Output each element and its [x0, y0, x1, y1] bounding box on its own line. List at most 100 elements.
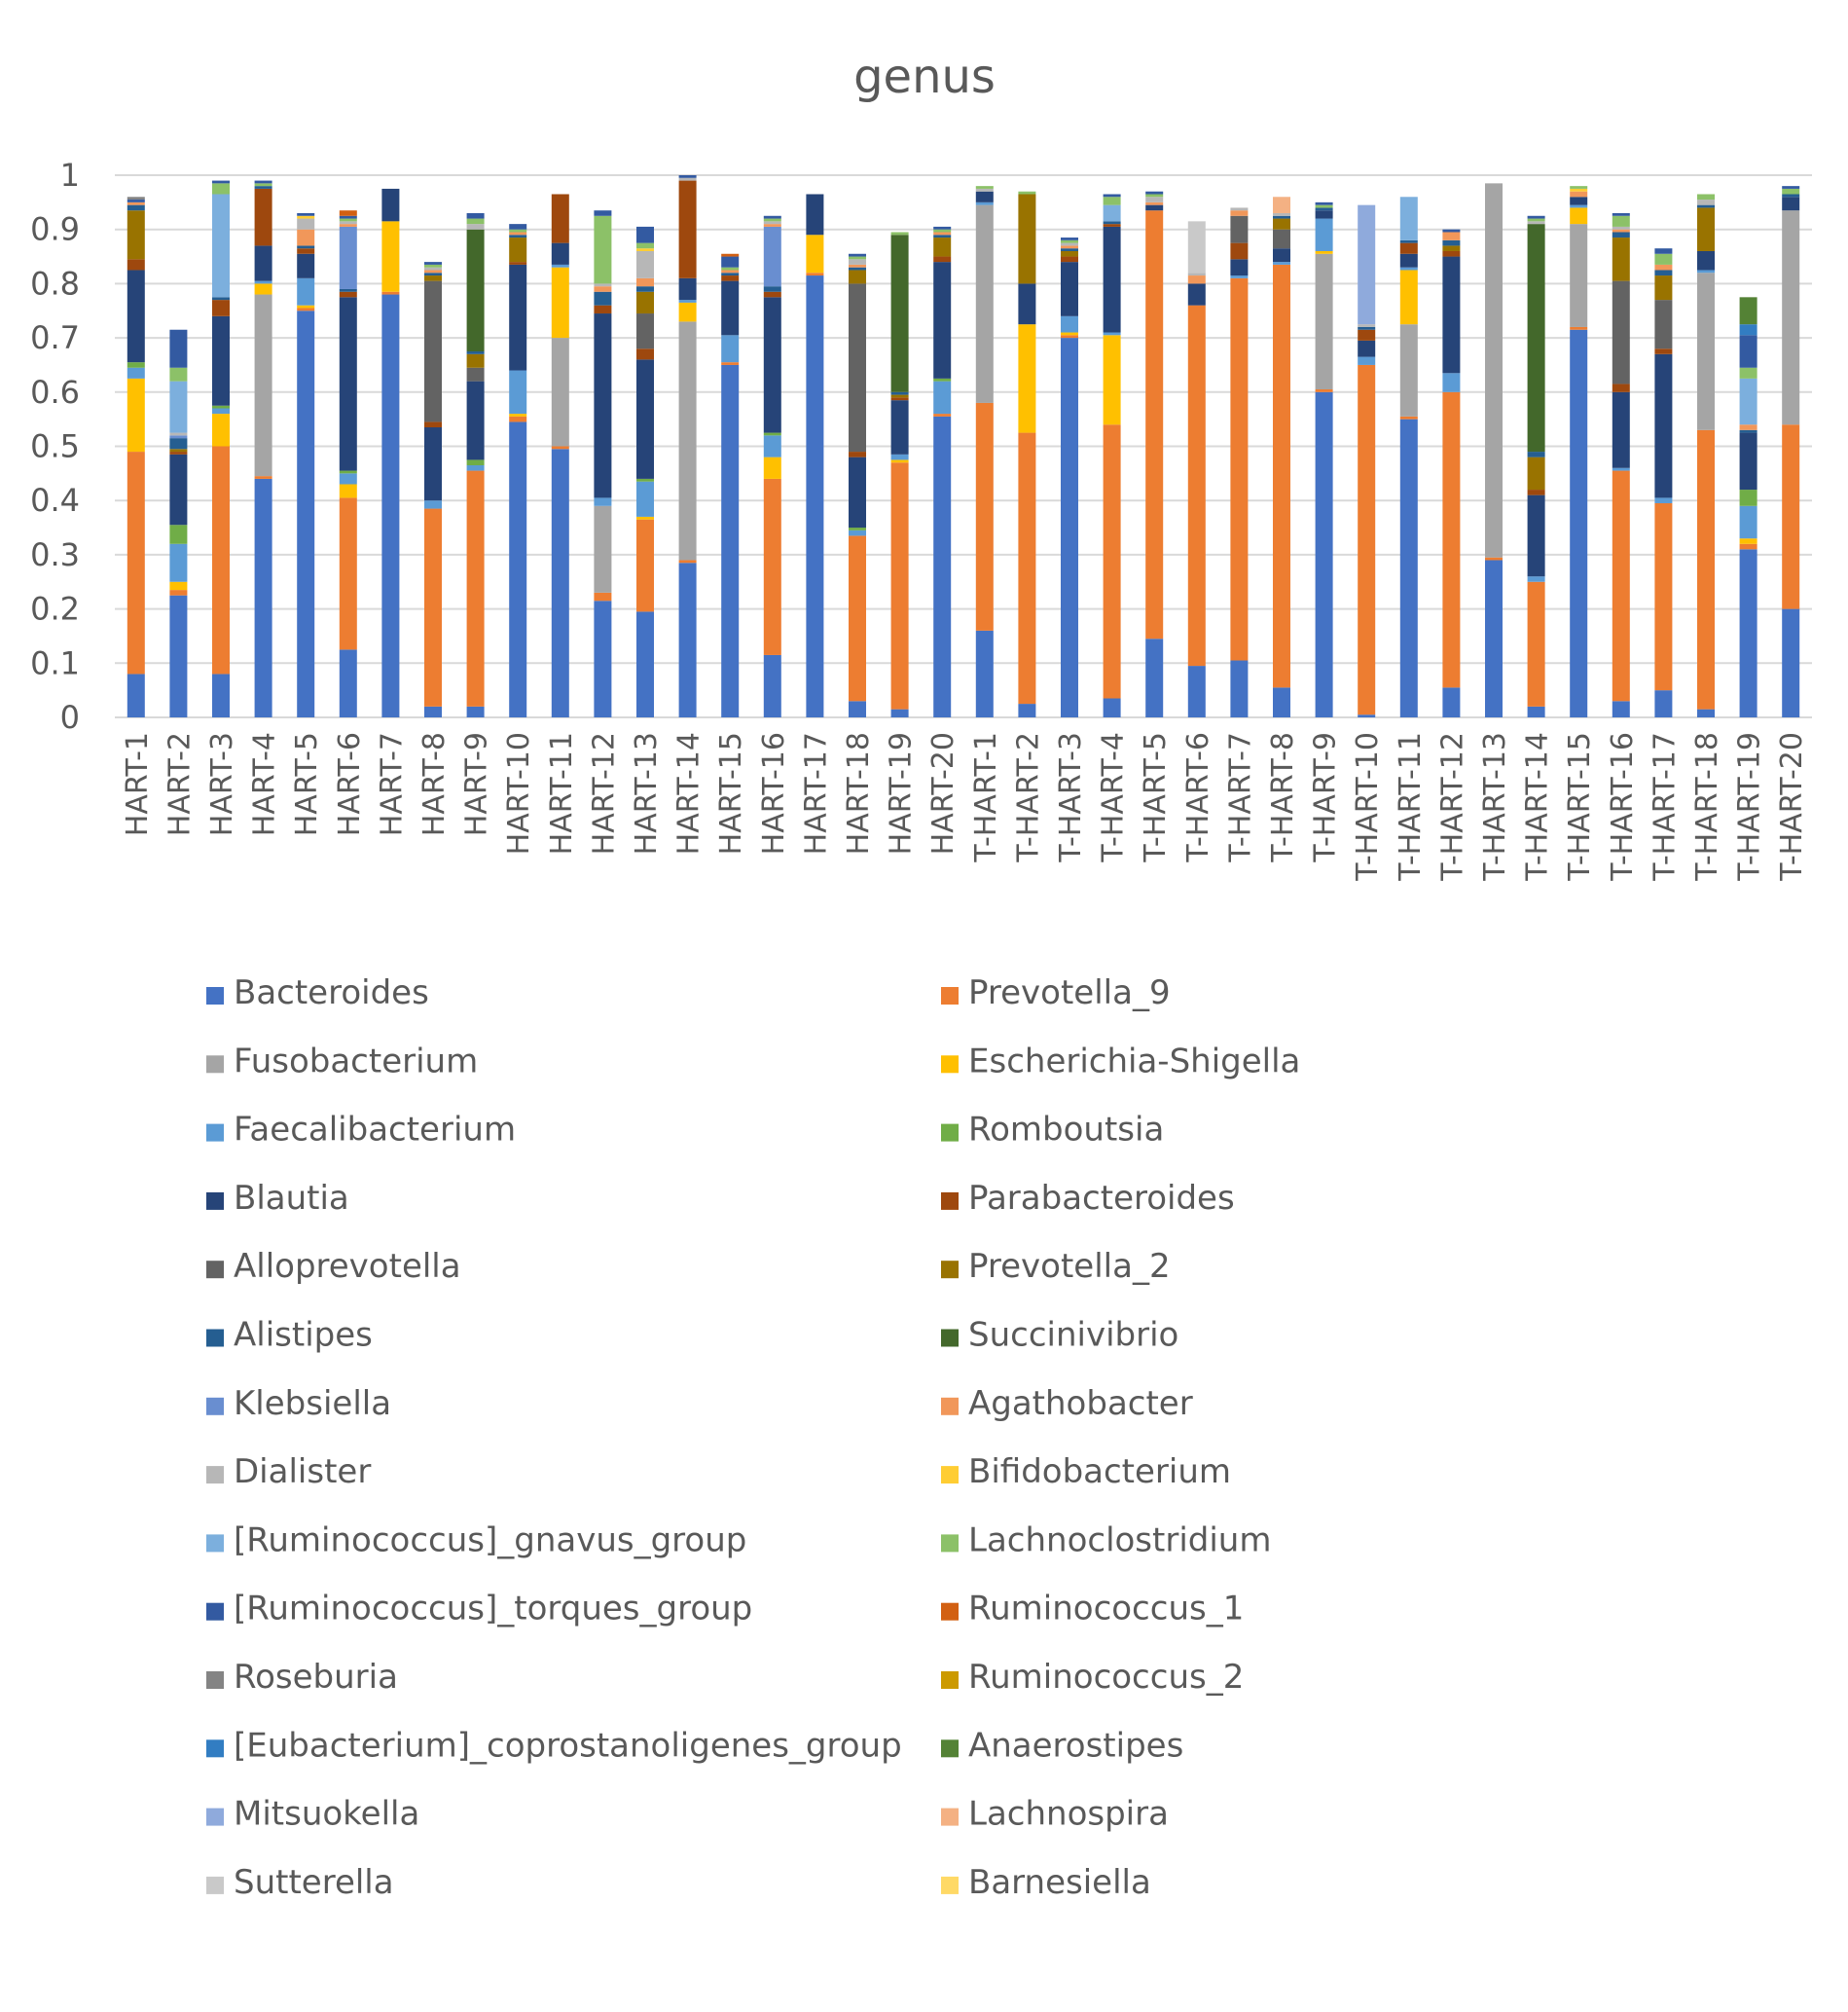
legend-swatch — [206, 1191, 224, 1210]
x-axis-ticks: HART-1 HART-2 HART-3 HART-4 HART-5 HART-6 HART… — [121, 732, 1809, 882]
x-tick-label: T-HART-14 — [1521, 732, 1555, 882]
bar-segment — [1061, 315, 1078, 333]
bar-segment — [678, 302, 697, 322]
legend-swatch — [941, 1876, 959, 1894]
bar-segment — [890, 400, 909, 455]
bar-segment — [678, 321, 697, 561]
legend-swatch — [206, 1329, 224, 1347]
bar-segment — [849, 256, 866, 260]
bar-segment — [678, 175, 697, 178]
bar-segment — [975, 191, 994, 202]
x-tick-label: T-HART-20 — [1775, 732, 1809, 882]
x-tick-label: T-HART-1 — [969, 732, 1003, 863]
bar-segment — [849, 701, 866, 717]
bar-segment — [1570, 329, 1588, 717]
bar-segment — [1273, 218, 1290, 230]
bar-segment — [1273, 248, 1290, 263]
bar-segment — [297, 245, 315, 249]
legend-label: [Ruminococcus]_gnavus_group — [234, 1520, 746, 1559]
bar-segment — [1187, 283, 1206, 306]
bar-segment — [1103, 221, 1121, 225]
bar-segment — [297, 212, 315, 216]
x-tick-label: T-HART-5 — [1139, 732, 1173, 863]
chart-title: genus — [853, 50, 996, 104]
bar-segment — [424, 273, 442, 276]
bar-segment — [424, 421, 442, 428]
bar-segment — [933, 238, 952, 257]
bar-segment — [254, 280, 272, 284]
legend-label: Anaerostipes — [968, 1726, 1183, 1765]
bar-segment — [721, 362, 740, 365]
legend-label: Succinivibrio — [968, 1316, 1178, 1355]
bar-segment — [890, 394, 909, 398]
bar-segment — [933, 262, 952, 379]
bar-segment — [1103, 224, 1121, 227]
y-axis-ticks: 0 0.1 0.2 0.3 0.4 0.5 0.6 0.7 0.8 0.9 1 — [30, 157, 80, 736]
bar-segment — [1570, 191, 1588, 198]
bar-segment — [1358, 329, 1376, 341]
bar-segment — [466, 212, 485, 219]
bar-segment — [890, 709, 909, 717]
bar-segment — [1570, 224, 1588, 327]
x-tick-label: T-HART-15 — [1563, 732, 1597, 882]
bar-segment — [1399, 197, 1418, 240]
x-tick-label: T-HART-3 — [1054, 732, 1088, 863]
x-tick-label: HART-1 — [121, 732, 155, 836]
bar-segment — [466, 706, 485, 717]
bar-segment — [763, 221, 781, 225]
bar-segment — [763, 215, 781, 219]
bar-segment — [509, 264, 527, 371]
legend-swatch — [206, 1671, 224, 1689]
legend-swatch — [941, 1671, 959, 1689]
bar-segment — [636, 478, 654, 482]
bar-segment — [1187, 666, 1206, 717]
legend-label: Ruminococcus_2 — [968, 1658, 1244, 1697]
legend-label: Lachnospira — [968, 1795, 1169, 1834]
bar-segment — [254, 283, 272, 295]
y-tick-label: 0 — [60, 699, 80, 736]
bar-segment — [1697, 270, 1715, 274]
y-tick-label: 0.6 — [30, 374, 80, 411]
bar-segment — [849, 457, 866, 529]
bar-segment — [169, 367, 188, 382]
bar-segment — [212, 408, 230, 415]
bar-segment — [1061, 248, 1078, 251]
bar-segment — [1358, 714, 1376, 717]
bar-segment — [1103, 332, 1121, 336]
bar-segment — [1570, 186, 1588, 189]
bar-segment — [339, 221, 357, 225]
bar-segment — [1187, 275, 1206, 284]
legend-swatch — [941, 1261, 959, 1279]
bar-segment — [1442, 373, 1461, 392]
bar-segment — [1358, 326, 1376, 330]
bar-segment — [594, 592, 612, 602]
bar-segment — [1654, 300, 1673, 349]
bar-segment — [1230, 259, 1249, 276]
bar-segment — [169, 452, 188, 455]
bar-segment — [1612, 215, 1630, 227]
legend-label: Alistipes — [234, 1316, 373, 1355]
bar-segment — [1782, 424, 1800, 609]
bar-segment — [721, 273, 740, 276]
bar-segment — [849, 267, 866, 271]
legend-label: Escherichia-Shigella — [968, 1042, 1300, 1080]
bar-segment — [212, 180, 230, 184]
bar-segment — [890, 459, 909, 463]
bar-segment — [849, 528, 866, 530]
bar-segment — [339, 288, 357, 292]
legend-label: Bacteroides — [234, 973, 429, 1012]
legend-swatch — [206, 1466, 224, 1484]
bar-segment — [849, 530, 866, 536]
bar-segment — [1612, 467, 1630, 471]
x-tick-label: HART-19 — [885, 732, 919, 855]
bar-segment — [890, 391, 909, 395]
bar-segment — [636, 481, 654, 517]
bar-segment — [1442, 245, 1461, 251]
x-tick-label: HART-14 — [672, 732, 707, 855]
bar-segment — [933, 416, 952, 717]
legend-swatch — [941, 1329, 959, 1347]
y-tick-label: 0.8 — [30, 265, 80, 302]
bar-segment — [1654, 275, 1673, 301]
bar-segment — [1570, 188, 1588, 192]
